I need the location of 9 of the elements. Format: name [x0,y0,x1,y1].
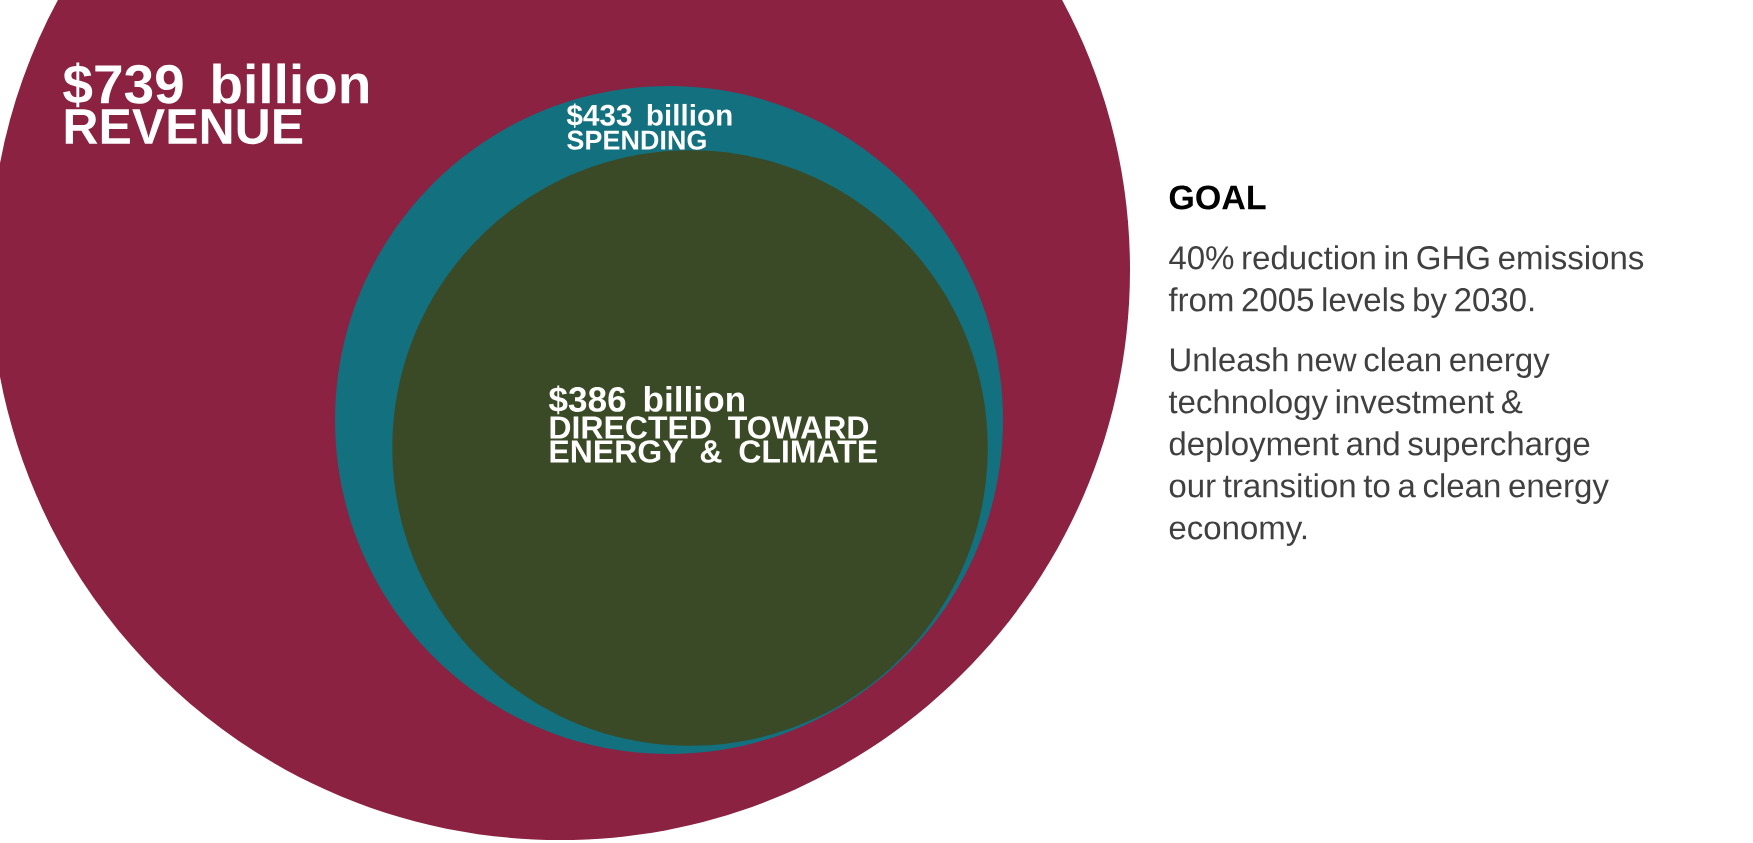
data-label: $386 billion [548,385,745,415]
text: Unleash new clean energy technology investment & deployment and supercharge our transition to a clean energy economy. [1168,347,1609,546]
category-label: DIRECTED TOWARD ENERGY & CLIMATE [550,416,877,463]
data-label: $433 billion [566,103,732,128]
category-label: REVENUE [65,109,303,145]
data-label: $739 billion [63,62,368,108]
text: GOAL [1169,185,1266,210]
text: 40% reduction in GHG emissions from 2005 levels by 2030. [1168,245,1644,318]
category-label: SPENDING [567,130,706,150]
